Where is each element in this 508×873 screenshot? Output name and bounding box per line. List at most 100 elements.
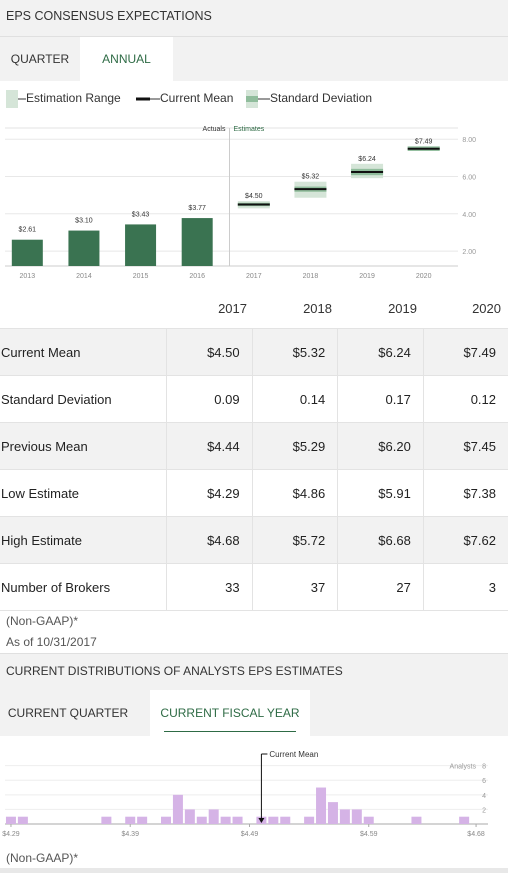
x-tick-label: $4.59: [360, 831, 378, 838]
cell-value: $5.32: [251, 328, 339, 376]
eps-chart: 2.00 4.00 6.00 8.00 Actuals Estimates 2013 2014…: [5, 126, 476, 280]
x-tick-label: $4.39: [121, 831, 139, 838]
legend-standard-deviation: Standard Deviation: [246, 88, 372, 110]
distribution-bar: [17, 816, 28, 824]
bottom-divider: [0, 868, 508, 873]
estimate-value-label: $6.24: [358, 156, 376, 163]
distribution-bar: [5, 816, 16, 824]
distribution-bar: [161, 816, 171, 824]
years-header: 2017 2018 2019 2020: [0, 298, 508, 326]
year-col: 2020: [472, 301, 501, 316]
x-tick-label: 2020: [416, 273, 432, 280]
table-row: Low Estimate $4.29 $4.86 $5.91 $7.38: [0, 469, 508, 517]
distribution-bar: [184, 809, 195, 824]
cell-value: $4.29: [166, 469, 253, 517]
table-row: Previous Mean $4.44 $5.29 $6.20 $7.45: [0, 422, 508, 470]
active-tab-underline: [164, 731, 296, 732]
cell-value: $6.68: [337, 516, 424, 564]
distribution-tabs: CURRENT QUARTER CURRENT FISCAL YEAR: [0, 690, 508, 736]
cell-value: $7.45: [422, 422, 508, 470]
cell-value: 0.09: [166, 375, 253, 423]
distribution-bar: [101, 816, 112, 824]
cell-value: $6.20: [337, 422, 424, 470]
table-row: Number of Brokers 33 37 27 3: [0, 563, 508, 611]
tab-current-fiscal-year[interactable]: CURRENT FISCAL YEAR: [150, 690, 310, 736]
x-tick-label: $4.29: [2, 831, 20, 838]
cell-value: $5.72: [251, 516, 339, 564]
non-gaap-note: (Non-GAAP)*: [6, 614, 79, 628]
distribution-bar: [280, 816, 291, 824]
y-tick-label: 4: [482, 793, 486, 800]
year-col: 2017: [218, 301, 247, 316]
cell-value: $4.86: [251, 469, 339, 517]
distribution-bar: [208, 809, 219, 824]
cell-value: 0.12: [422, 375, 508, 423]
y-axis-label: Analysts: [450, 764, 477, 771]
y-tick-label: 2.00: [462, 249, 476, 256]
cell-value: $5.91: [337, 469, 424, 517]
distribution-title: CURRENT DISTRIBUTIONS OF ANALYSTS EPS ES…: [6, 664, 343, 678]
distribution-bar: [172, 794, 183, 824]
cell-value: 0.14: [251, 375, 339, 423]
estimate-value-label: $4.50: [245, 193, 263, 200]
y-tick-label: 6.00: [462, 174, 476, 181]
actual-value-label: $3.77: [188, 205, 206, 212]
y-tick-label: 6: [482, 778, 486, 785]
x-tick-label: 2019: [359, 273, 375, 280]
distribution-bar: [232, 816, 243, 824]
distribution-bar: [137, 816, 148, 824]
cell-value: $5.29: [251, 422, 339, 470]
current-mean-label: Current Mean: [269, 750, 318, 759]
cell-value: $7.49: [422, 328, 508, 376]
actual-bar: [181, 218, 213, 266]
x-tick-label: 2013: [20, 273, 36, 280]
tab-annual[interactable]: ANNUAL: [80, 37, 173, 81]
estimation-range-icon: [6, 90, 26, 108]
section-header: EPS CONSENSUS EXPECTATIONS: [0, 0, 508, 37]
legend-current-mean: Current Mean: [136, 88, 233, 110]
x-tick-label: 2016: [189, 273, 205, 280]
x-tick-label: 2015: [133, 273, 149, 280]
standard-deviation-icon: [246, 90, 270, 108]
current-mean-arrow: [258, 818, 265, 823]
actuals-label: Actuals: [203, 126, 226, 133]
cell-value: 27: [337, 563, 424, 611]
row-label: Current Mean: [0, 328, 167, 376]
cell-value: $7.38: [422, 469, 508, 517]
cell-value: $4.50: [166, 328, 253, 376]
distribution-bar: [268, 816, 279, 824]
y-tick-label: 8.00: [462, 137, 476, 144]
distribution-bar: [125, 816, 136, 824]
period-tabs: QUARTER ANNUAL: [0, 37, 508, 81]
distribution-bar: [316, 787, 327, 824]
distribution-bar: [411, 816, 422, 824]
tab-current-quarter[interactable]: CURRENT QUARTER: [7, 706, 129, 720]
distribution-bar: [327, 802, 338, 824]
row-label: High Estimate: [0, 516, 167, 564]
actual-bar: [125, 224, 157, 266]
table-row: Standard Deviation 0.09 0.14 0.17 0.12: [0, 375, 508, 423]
actual-bar: [68, 230, 100, 266]
cell-value: $7.62: [422, 516, 508, 564]
estimates-table: Current Mean $4.50 $5.32 $6.24 $7.49 Standard…: [0, 328, 508, 611]
cell-value: 37: [251, 563, 339, 611]
distribution-chart: 8 6 4 2 Analysts $4.29 $4.39 $4.49 $4.59 $4.68 Cur…: [2, 750, 488, 838]
distribution-bar: [304, 816, 315, 824]
row-label: Previous Mean: [0, 422, 167, 470]
as-of-date: As of 10/31/2017: [6, 635, 97, 649]
cell-value: $4.44: [166, 422, 253, 470]
cell-value: $6.24: [337, 328, 424, 376]
tab-quarter[interactable]: QUARTER: [10, 52, 70, 66]
distribution-bar: [339, 809, 350, 824]
cell-value: 33: [166, 563, 253, 611]
year-col: 2019: [388, 301, 417, 316]
x-tick-label: $4.68: [467, 831, 485, 838]
distribution-bar: [351, 809, 362, 824]
distribution-bar: [363, 816, 374, 824]
row-label: Low Estimate: [0, 469, 167, 517]
cell-value: 0.17: [337, 375, 424, 423]
row-label: Number of Brokers: [0, 563, 167, 611]
distribution-bar: [196, 816, 207, 824]
table-row: High Estimate $4.68 $5.72 $6.68 $7.62: [0, 516, 508, 564]
actual-value-label: $2.61: [19, 227, 37, 234]
